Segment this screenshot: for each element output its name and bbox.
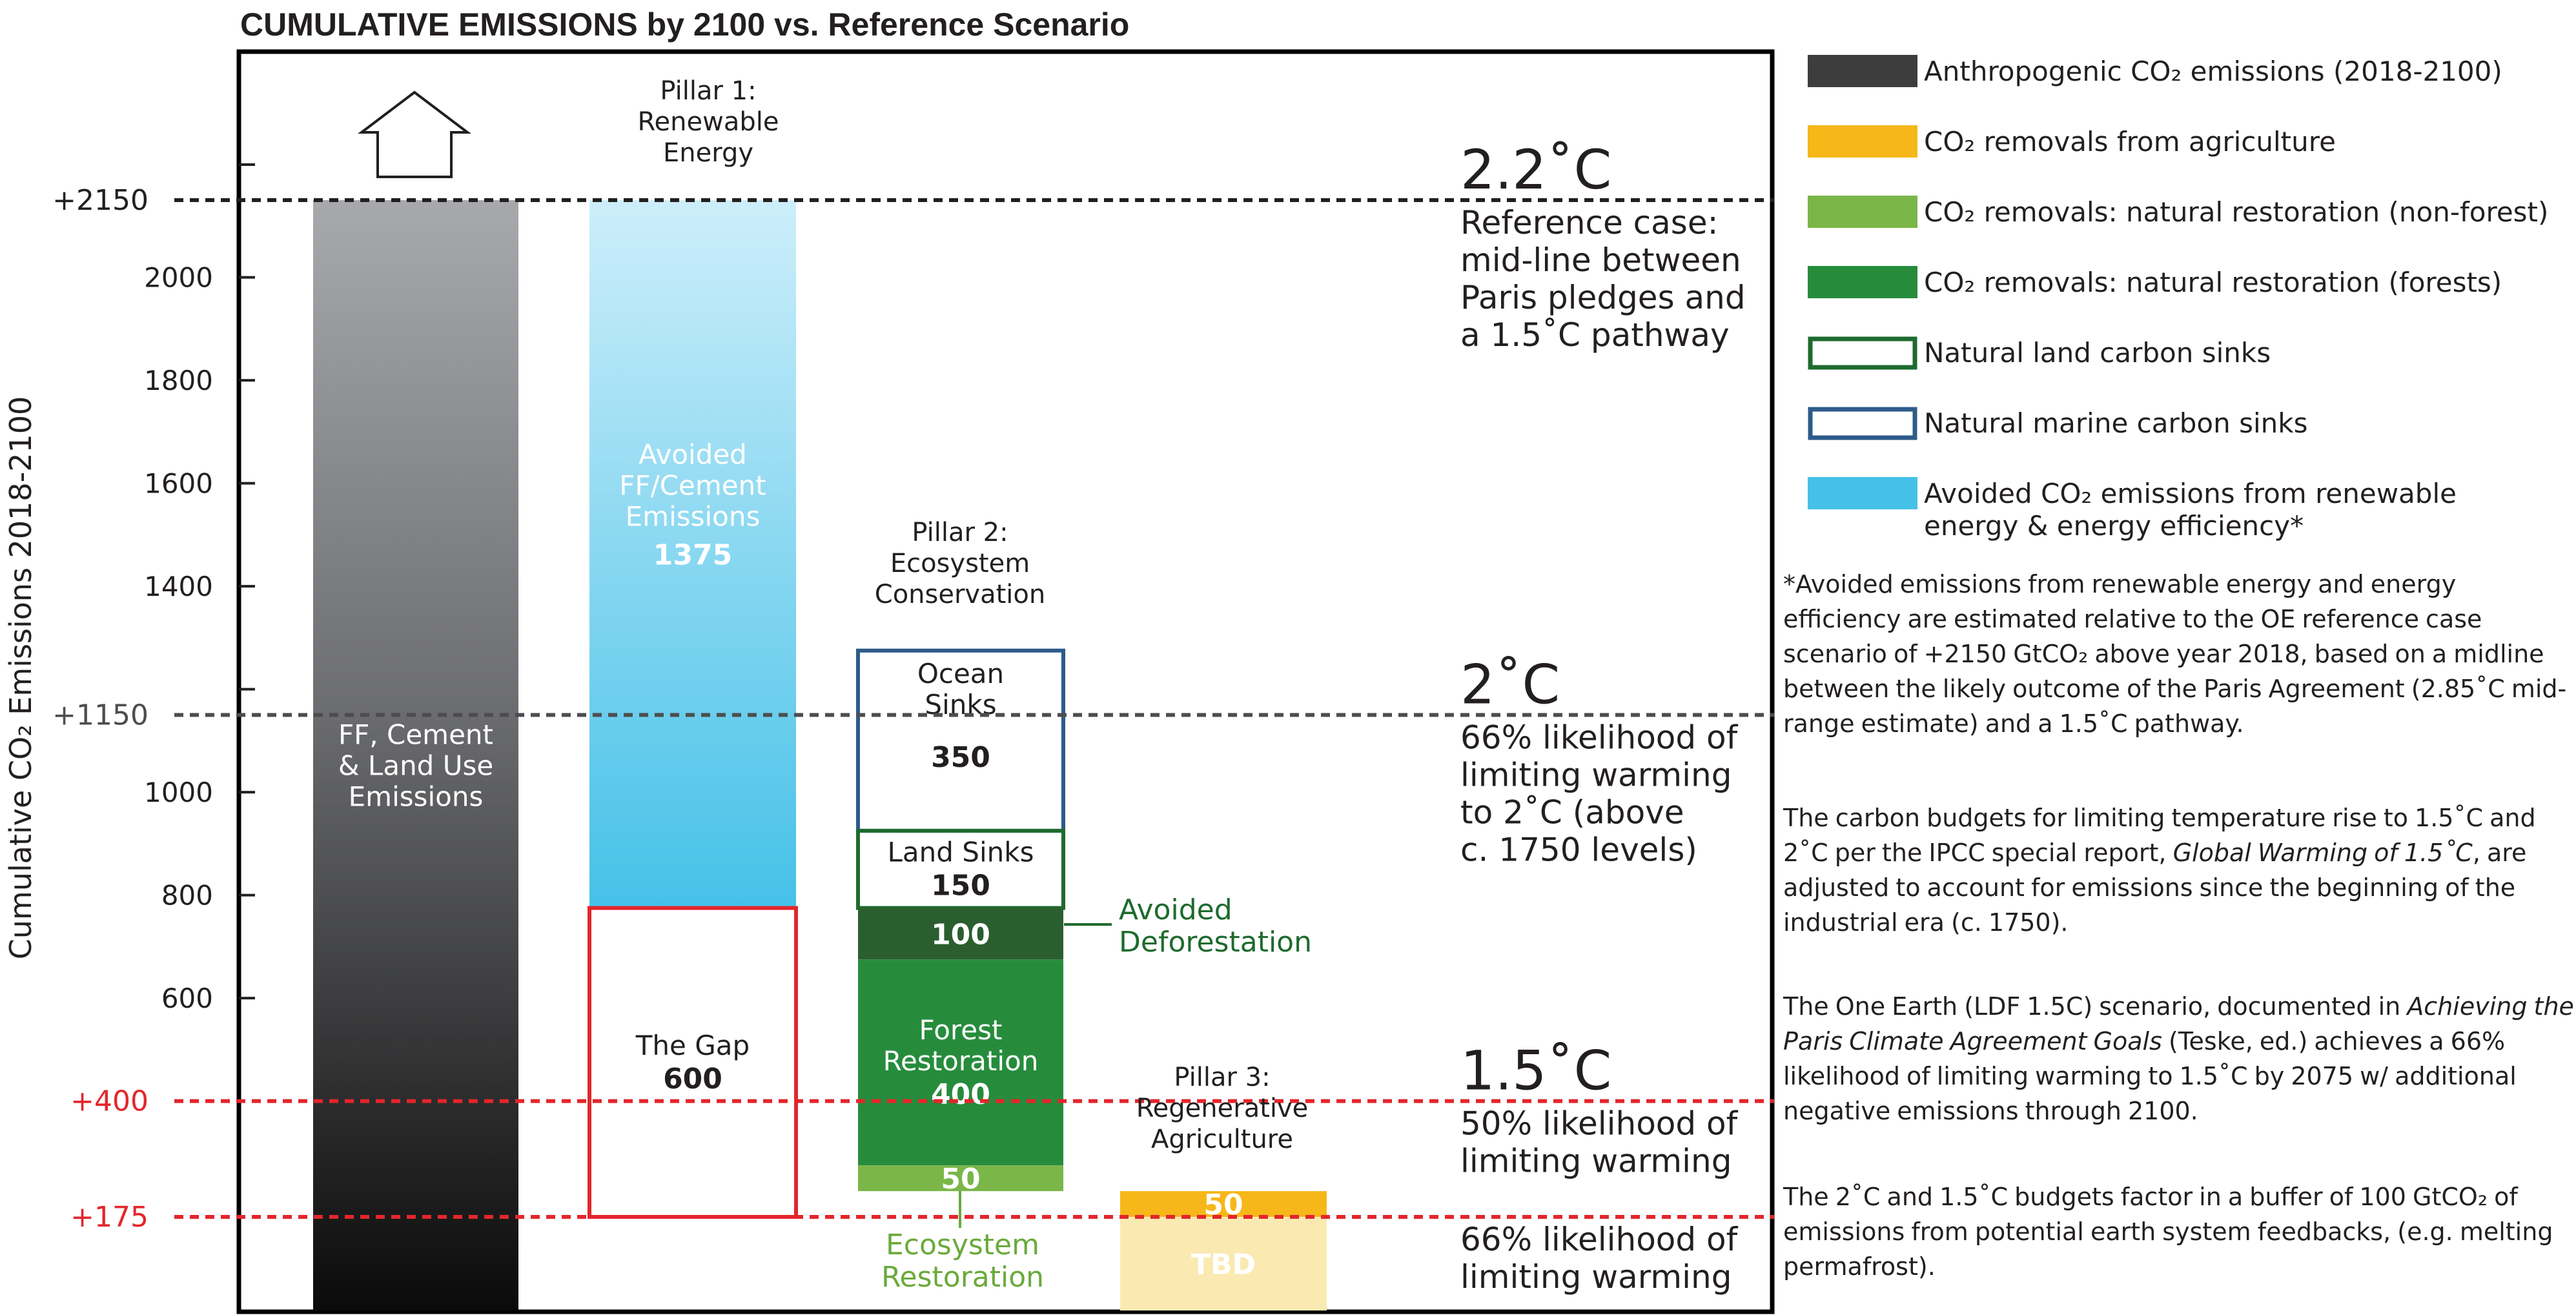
bar-segment — [589, 200, 796, 908]
threshold-heading: 2˚C — [1460, 653, 1560, 716]
chart-title: CUMULATIVE EMISSIONS by 2100 vs. Referen… — [240, 6, 1129, 43]
legend-swatch — [1808, 196, 1917, 228]
bar-segment — [313, 200, 518, 1310]
note-buffer: The 2˚C and 1.5˚C budgets factor in a bu… — [1783, 1183, 2553, 1281]
y-axis: 600 800 1000 1400 1600 1800 2000 — [144, 163, 255, 1014]
note-text: The One Earth (LDF 1.5C) scenario, docum… — [1783, 992, 2407, 1021]
avoided-deforestation-callout: Avoided Deforestation — [1119, 893, 1312, 959]
y-tick-label: 800 — [161, 880, 213, 912]
bar-segment — [856, 648, 1065, 833]
bar-segment-label: Avoided FF/Cement Emissions — [619, 439, 766, 533]
bar-segment-label: FF, Cement & Land Use Emissions — [338, 719, 493, 812]
legend-swatch — [1808, 125, 1917, 158]
y-axis-label: Cumulative CO₂ Emissions 2018-2100 — [3, 396, 38, 960]
threshold-description: 66% likelihood of limiting warming to 2˚C … — [1460, 719, 1739, 868]
bar-segment-label: The Gap — [635, 1030, 750, 1061]
reference-line-label: +2150 — [52, 184, 148, 217]
bar-segment — [858, 959, 1063, 1166]
book-title: Achieving the Paris Climate Agreement Go… — [1783, 992, 2574, 1055]
bar-segment — [856, 828, 1065, 910]
legend-label: Natural land carbon sinks — [1924, 337, 2271, 369]
note-one-earth-scenario: The One Earth (LDF 1.5C) scenario, docum… — [1783, 989, 2574, 1128]
legend-label: CO₂ removals: natural restoration (non-f… — [1924, 196, 2548, 228]
pillar-3-heading: Pillar 3: Regenerative Agriculture — [1136, 1063, 1309, 1154]
note-text: (Teske, ed.) achieves a 66% likelihood o… — [1783, 1027, 2517, 1125]
bar-value-label: 100 — [931, 918, 990, 951]
bar-value-label: 150 — [931, 870, 990, 902]
bar-value-label: 1375 — [653, 539, 732, 572]
legend: Anthropogenic CO₂ emissions (2018-2100) C… — [1808, 55, 2548, 542]
threshold-description: 66% likelihood of limiting warming — [1460, 1221, 1739, 1296]
y-tick-label: 600 — [161, 983, 213, 1014]
reference-line-label: +400 — [70, 1085, 148, 1118]
pillar-2-heading: Pillar 2: Ecosystem Conservation — [875, 518, 1045, 609]
legend-swatch — [1808, 477, 1917, 509]
reference-line-label: +175 — [70, 1201, 148, 1234]
ecosystem-restoration-callout: Ecosystem Restoration — [881, 1228, 1044, 1294]
bar-value-label: 350 — [931, 741, 990, 774]
bar-segment-label: Ocean Sinks — [917, 658, 1004, 720]
reference-line-label: +1150 — [52, 698, 148, 731]
threshold-description: 50% likelihood of limiting warming — [1460, 1105, 1739, 1180]
legend-label: Natural marine carbon sinks — [1924, 407, 2307, 439]
bar-segment — [858, 1165, 1063, 1192]
bar-value-label: 600 — [663, 1063, 722, 1096]
note-text: , are adjusted to account for emissions … — [1783, 839, 2527, 937]
legend-label: Avoided CO₂ emissions from renewable ener… — [1924, 478, 2457, 542]
y-tick-label: 1600 — [144, 468, 213, 500]
legend-swatch — [1808, 266, 1917, 298]
legend-swatch — [1808, 336, 1917, 370]
bar-value-label: 400 — [931, 1078, 990, 1111]
bar-value-label: 50 — [941, 1163, 980, 1196]
footnote-avoided-emissions: *Avoided emissions from renewable energy… — [1783, 570, 2567, 738]
legend-swatch — [1808, 55, 1917, 87]
bar-value-label: 50 — [1203, 1188, 1243, 1221]
y-tick-label: 1000 — [144, 777, 213, 808]
note-carbon-budgets: The carbon budgets for limiting temperat… — [1783, 800, 2574, 940]
y-tick-label: 1800 — [144, 365, 213, 396]
bar-segment — [1120, 1217, 1327, 1310]
legend-label: CO₂ removals from agriculture — [1924, 126, 2336, 158]
bar-segment — [1120, 1191, 1327, 1217]
legend-label: Anthropogenic CO₂ emissions (2018-2100) — [1924, 56, 2502, 87]
threshold-heading: 1.5˚C — [1460, 1039, 1611, 1103]
threshold-description: Reference case: mid-line between Paris ple… — [1460, 204, 1746, 354]
pillar-1-heading: Pillar 1: Renewable Energy — [638, 76, 779, 168]
bar-segment — [588, 906, 798, 1219]
legend-swatch — [1808, 407, 1917, 440]
report-title: Global Warming of 1.5˚C — [2172, 839, 2473, 867]
y-tick-label: 1400 — [144, 571, 213, 602]
bar-segment-label: Forest Restoration — [883, 1014, 1039, 1077]
plot-frame — [236, 49, 1775, 1314]
bars: FF, Cement & Land Use Emissions Avoided FF/C… — [313, 200, 1327, 1310]
bar-segment-label: Land Sinks — [888, 837, 1034, 868]
y-tick-label: 2000 — [144, 262, 213, 294]
note-text: The carbon budgets for limiting temperat… — [1783, 804, 2536, 867]
up-arrow-icon — [358, 90, 471, 178]
bar-value-label: TBD — [1191, 1249, 1256, 1281]
threshold-heading: 2.2˚C — [1460, 138, 1611, 201]
bar-segment — [858, 908, 1063, 960]
legend-label: CO₂ removals: natural restoration (fores… — [1924, 267, 2502, 298]
